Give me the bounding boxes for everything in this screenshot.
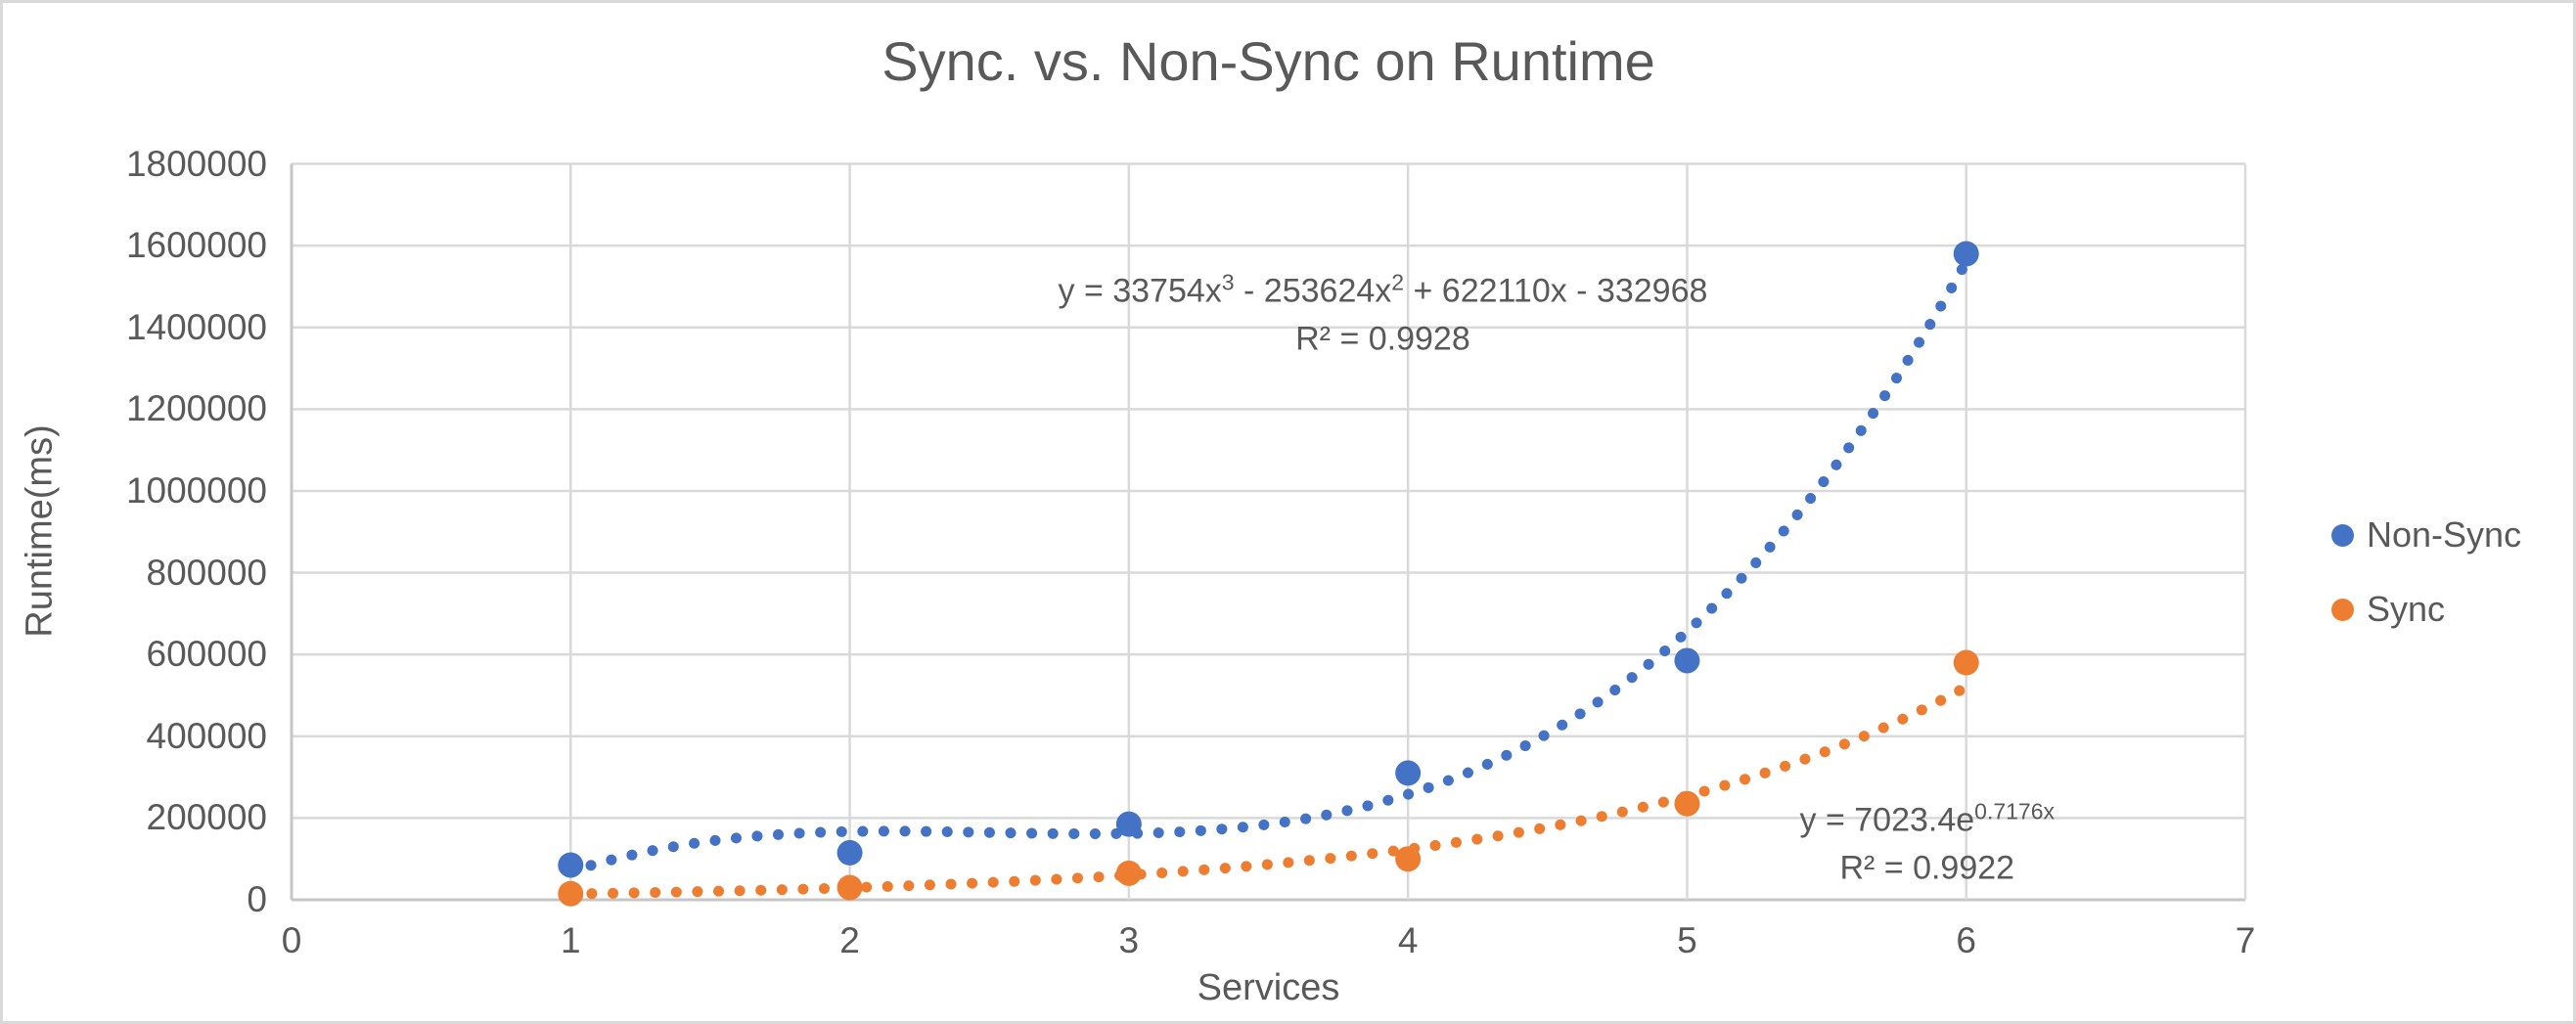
legend-marker-icon [2331,523,2354,547]
plot-area [290,162,2247,907]
r-squared-text: R² = 0.9928 [1295,320,1470,358]
x-axis-tick-label: 6 [1956,920,1976,960]
data-point-non-sync-x5[interactable] [1674,647,1700,674]
legend-item-non-sync[interactable]: Non-Sync [2331,514,2521,556]
y-axis-tick-label: 1800000 [125,143,267,184]
data-point-sync-x6[interactable] [1953,649,1979,676]
data-point-sync-x4[interactable] [1395,846,1422,872]
y-axis-tick-label: 400000 [146,715,267,756]
legend-marker-icon [2331,598,2354,621]
y-axis-tick-label: 1200000 [125,388,267,429]
x-axis-tick-label: 7 [2235,920,2256,960]
y-axis-tick-label: 1600000 [125,225,267,266]
data-point-non-sync-x6[interactable] [1953,241,1979,267]
x-axis-tick-label: 0 [281,920,302,960]
x-axis-tick-label: 5 [1677,920,1697,960]
equation-text: y = 7023.4e0.7176x [1799,798,2056,839]
x-axis-title: Services [1197,967,1340,1008]
trendline-non-sync[interactable] [565,256,1972,877]
data-point-non-sync-x3[interactable] [1115,811,1142,837]
trendline-equation-sync: y = 7023.4e0.7176x R² = 0.9922 [1800,787,2056,892]
data-point-sync-x5[interactable] [1674,790,1700,817]
y-axis-tick-label: 1000000 [125,469,267,511]
data-point-sync-x1[interactable] [558,880,584,907]
data-point-non-sync-x1[interactable] [558,852,584,878]
y-axis-tick-label: 200000 [146,797,267,838]
legend-label: Sync [2367,589,2446,629]
y-axis-title: Runtime(ms) [19,424,61,638]
y-axis-tick-label: 1400000 [125,306,267,347]
legend-item-sync[interactable]: Sync [2331,589,2445,630]
trendline-sync[interactable] [565,681,1972,900]
y-axis-tick-label: 600000 [146,634,267,675]
data-point-non-sync-x4[interactable] [1395,760,1422,786]
x-axis-tick-label: 1 [560,920,581,960]
data-point-sync-x2[interactable] [836,874,863,901]
trendline-equation-non-sync: y = 33754x3 - 253624x2 + 622110x - 33296… [1058,258,1707,363]
x-axis-tick-label: 4 [1397,920,1419,960]
data-point-sync-x3[interactable] [1115,860,1142,886]
x-axis-tick-label: 2 [839,920,860,960]
y-axis-tick-label: 800000 [146,552,267,593]
y-axis-tick-label: 0 [247,879,267,919]
data-point-non-sync-x2[interactable] [836,839,863,866]
r-squared-text: R² = 0.9922 [1839,849,2015,887]
chart-title: Sync. vs. Non-Sync on Runtime [881,30,1655,92]
legend-label: Non-Sync [2367,514,2522,555]
equation-text: y = 33754x3 - 253624x2 + 622110x - 33296… [1058,269,1708,310]
x-axis-tick-label: 3 [1118,920,1140,960]
